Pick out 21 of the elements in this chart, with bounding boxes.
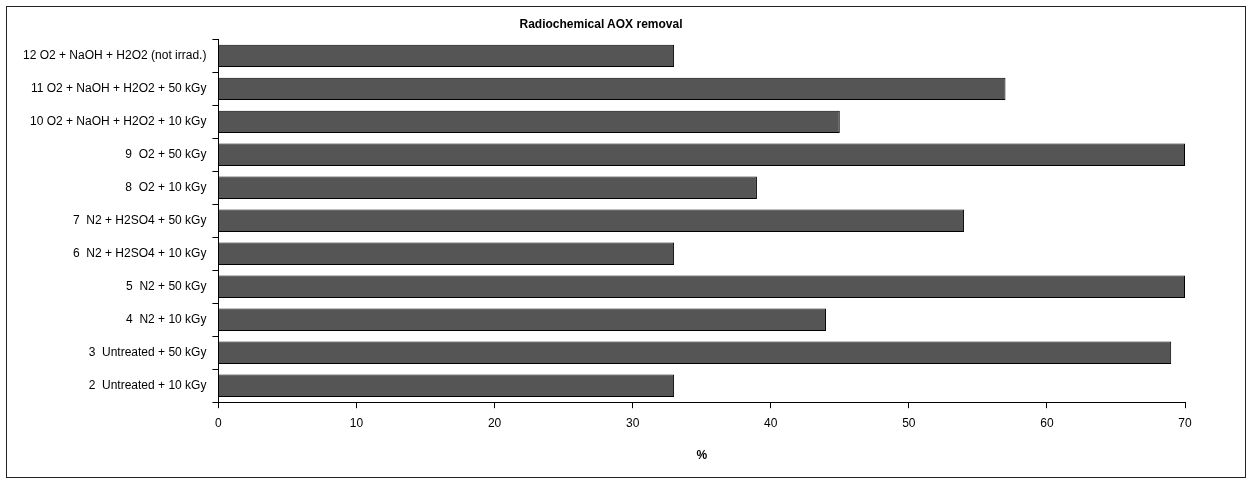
x-tick-label: 0 xyxy=(215,415,223,430)
y-tick-label: 4 N2 + 10 kGy xyxy=(126,312,207,327)
x-tick-label: 30 xyxy=(625,415,640,430)
x-tick-label: 50 xyxy=(902,415,916,430)
chart-title: Radiochemical AOX removal xyxy=(519,16,683,31)
y-tick-label: 8 O2 + 10 kGy xyxy=(125,180,207,195)
x-tick-label: 40 xyxy=(764,415,778,430)
y-tick-label: 12 O2 + NaOH + H2O2 (not irrad.) xyxy=(22,48,207,63)
y-tick-label: 5 N2 + 50 kGy xyxy=(126,279,207,294)
y-tick-label: 11 O2 + NaOH + H2O2 + 50 kGy xyxy=(30,81,207,96)
y-tick-label: 2 Untreated + 10 kGy xyxy=(88,378,207,393)
y-tick-label: 7 N2 + H2SO4 + 50 kGy xyxy=(73,213,207,228)
y-tick-label: 10 O2 + NaOH + H2O2 + 10 kGy xyxy=(29,114,207,129)
y-tick-label: 3 Untreated + 50 kGy xyxy=(88,345,207,360)
x-tick-label: 20 xyxy=(487,415,502,430)
y-tick-label: 6 N2 + H2SO4 + 10 kGy xyxy=(73,246,207,261)
x-tick-label: 70 xyxy=(1178,415,1192,430)
x-axis-title: % xyxy=(696,448,708,463)
x-tick-label: 10 xyxy=(349,415,364,430)
x-tick-label: 60 xyxy=(1040,415,1054,430)
y-tick-label: 9 O2 + 50 kGy xyxy=(125,147,207,162)
